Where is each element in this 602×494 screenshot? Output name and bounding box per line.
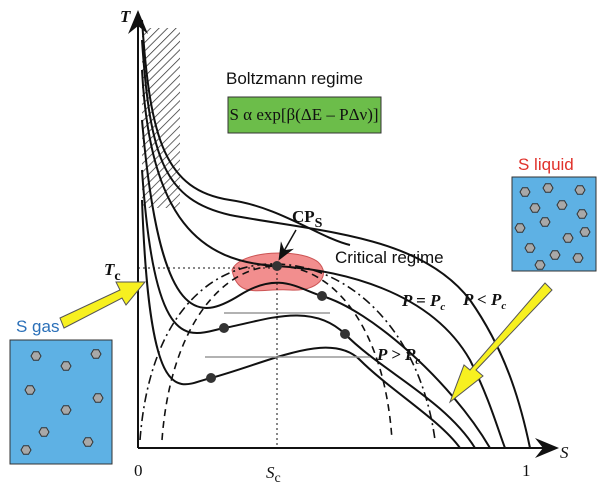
p-less-sub: c [501,300,506,312]
critical-label: Critical regime [335,248,444,267]
molecule [525,244,535,253]
tc-label: Tc [104,260,121,284]
cp-sub: S [315,216,323,231]
molecule [520,188,530,197]
tc-main: T [104,260,115,279]
end-label: 1 [522,461,531,480]
curve [142,200,460,448]
p-greater-sub: c [415,355,420,367]
formula: S α exp[β(ΔE – PΔν)] [229,105,378,124]
sc-label: Sc [266,463,281,486]
liquid-label: S liquid [518,155,574,174]
molecule [563,234,573,243]
molecule [61,362,71,371]
molecule [557,201,567,210]
molecule [91,350,101,359]
p-equal: P = Pc [401,291,445,313]
molecule [550,251,560,260]
origin-label: 0 [134,461,143,480]
gas-label: S gas [16,317,59,336]
x-label: S [560,443,569,462]
molecule [535,261,545,270]
molecule [93,394,103,403]
p-equal-main: P = P [401,291,441,310]
diagram: T S 0 1 Tc Sc Boltzmann regime S α exp[β… [0,0,602,494]
molecule [573,254,583,263]
boltzmann-label: Boltzmann regime [226,69,363,88]
p-less: P < Pc [462,290,506,312]
cp-main: CP [292,207,315,226]
molecule [580,228,590,237]
p-greater: P > Pc [376,345,420,367]
p-less-main: P < P [462,290,502,309]
molecule [83,438,93,447]
molecule [543,184,553,193]
sc-sub: c [275,471,281,486]
molecule [575,186,585,195]
molecule [530,204,540,213]
molecule [21,446,31,455]
p-equal-sub: c [440,301,445,313]
molecule [39,428,49,437]
molecule [31,352,41,361]
molecule [61,406,71,415]
p-greater-main: P > P [376,345,416,364]
molecule [25,386,35,395]
molecule [540,218,550,227]
arrow-gas [60,282,145,328]
y-label: T [120,7,131,26]
molecule [577,210,587,219]
molecule [515,224,525,233]
